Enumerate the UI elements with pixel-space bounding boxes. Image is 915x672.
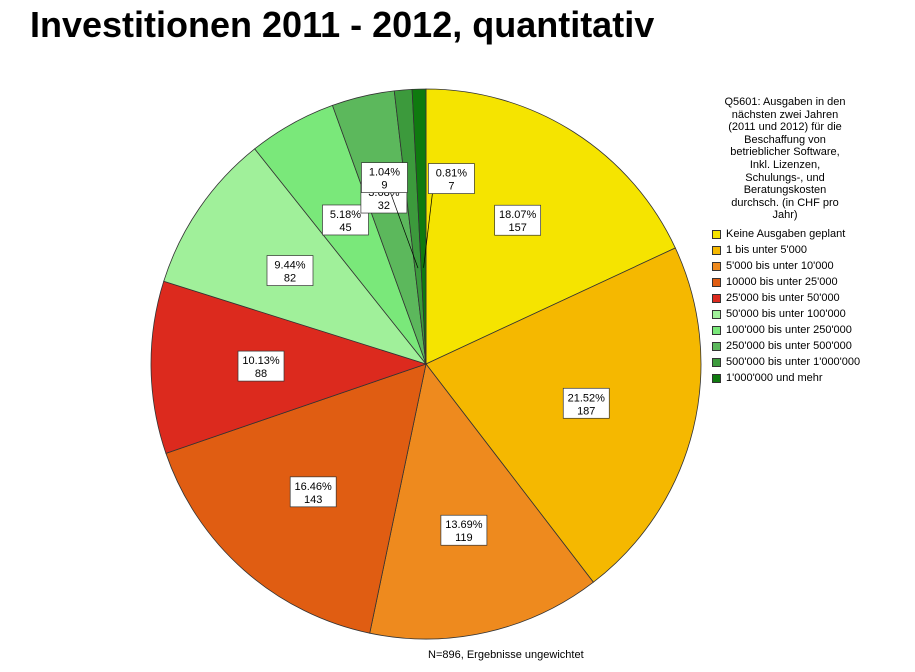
legend-label: 5'000 bis unter 10'000 [726, 260, 834, 272]
data-label-percent: 5.18% [330, 209, 361, 221]
legend-item: 5'000 bis unter 10'000 [712, 258, 860, 274]
data-label: 16.46%143 [289, 476, 337, 508]
legend-label: 25'000 bis unter 50'000 [726, 292, 840, 304]
pie-slices [150, 88, 702, 640]
legend-title: Q5601: Ausgaben in den nächsten zwei Jah… [724, 96, 846, 222]
data-label-count: 119 [455, 532, 473, 544]
data-label-count: 32 [378, 200, 390, 212]
legend: Keine Ausgaben geplant 1 bis unter 5'000 5… [712, 226, 860, 386]
data-label-count: 7 [448, 181, 454, 193]
legend-swatch [712, 309, 721, 319]
data-label: 13.69%119 [440, 514, 488, 546]
leader-line [390, 192, 419, 269]
pie-data-labels: 18.07%157 21.52%187 13.69%119 16.46%143 10.1… [237, 162, 610, 546]
legend-swatch [712, 341, 721, 351]
legend-item: Keine Ausgaben geplant [712, 226, 860, 242]
data-label-count: 187 [577, 405, 595, 417]
legend-label: 1 bis unter 5'000 [726, 244, 807, 256]
data-label-count: 157 [508, 222, 526, 234]
legend-swatch [712, 261, 721, 271]
legend-label: 250'000 bis unter 500'000 [726, 340, 852, 352]
legend-label: 1'000'000 und mehr [726, 372, 823, 384]
legend-label: 10000 bis unter 25'000 [726, 276, 838, 288]
data-label-percent: 0.81% [436, 168, 467, 180]
leader-line [423, 193, 433, 268]
legend-swatch [712, 229, 721, 239]
data-label-percent: 16.46% [295, 481, 333, 493]
legend-swatch [712, 293, 721, 303]
data-label-count: 88 [255, 368, 267, 380]
data-label-count: 45 [339, 222, 351, 234]
legend-item: 100'000 bis unter 250'000 [712, 322, 860, 338]
data-label-percent: 21.52% [568, 392, 606, 404]
legend-item: 10000 bis unter 25'000 [712, 274, 860, 290]
data-label-box [494, 204, 542, 236]
data-label: 9.44%82 [266, 255, 314, 286]
data-label-percent: 1.04% [369, 167, 400, 179]
legend-swatch [712, 373, 721, 383]
data-label-percent: 10.13% [242, 355, 280, 367]
data-label-count: 82 [284, 273, 296, 285]
data-label: 10.13%88 [237, 350, 285, 382]
legend-swatch [712, 245, 721, 255]
legend-item: 50'000 bis unter 100'000 [712, 306, 860, 322]
data-label-percent: 13.69% [445, 519, 483, 531]
data-label-percent: 18.07% [499, 209, 537, 221]
chart-title: Investitionen 2011 - 2012, quantitativ [30, 4, 655, 45]
pie-slice [150, 280, 428, 454]
legend-item: 500'000 bis unter 1'000'000 [712, 354, 860, 370]
legend-label: Keine Ausgaben geplant [726, 228, 846, 240]
legend-swatch [712, 357, 721, 367]
legend-item: 250'000 bis unter 500'000 [712, 338, 860, 354]
data-label-box [237, 350, 285, 382]
legend-label: 50'000 bis unter 100'000 [726, 308, 846, 320]
legend-item: 1 bis unter 5'000 [712, 242, 860, 258]
data-label-percent: 9.44% [274, 260, 305, 272]
data-label: 1.04%9 [361, 162, 419, 269]
data-label: 18.07%157 [494, 204, 542, 236]
pie-slice [369, 363, 594, 640]
legend-label: 500'000 bis unter 1'000'000 [726, 356, 861, 368]
legend-item: 25'000 bis unter 50'000 [712, 290, 860, 306]
data-label: 0.81%7 [423, 163, 475, 268]
data-label-count: 143 [304, 494, 322, 506]
pie-slice [425, 88, 676, 365]
data-label-box [440, 514, 488, 546]
data-label-box [428, 163, 475, 194]
legend-swatch [712, 325, 721, 335]
data-label-count: 9 [381, 180, 387, 192]
data-label: 21.52%187 [562, 387, 610, 419]
legend-swatch [712, 277, 721, 287]
legend-item: 1'000'000 und mehr [712, 370, 860, 386]
data-label-box [562, 387, 610, 419]
pie-slice [411, 88, 427, 365]
data-label-box [361, 162, 408, 193]
data-label-box [266, 255, 314, 286]
legend-label: 100'000 bis unter 250'000 [726, 324, 852, 336]
footnote: N=896, Ergebnisse ungewichtet [428, 649, 584, 661]
data-label-box [289, 476, 337, 508]
